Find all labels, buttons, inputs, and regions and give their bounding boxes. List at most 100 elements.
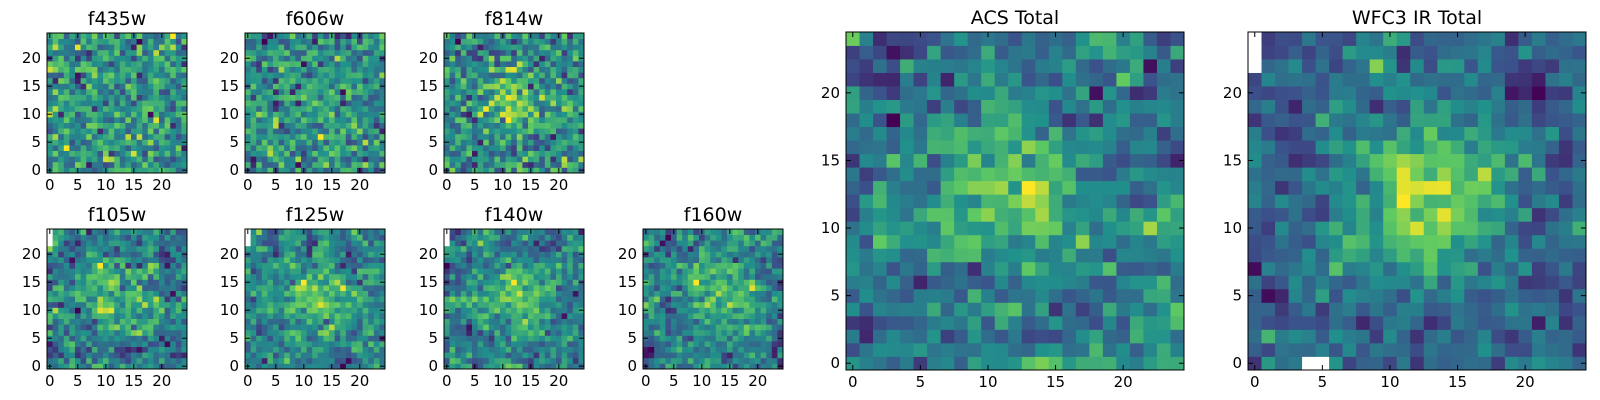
- heatmap-cell: [97, 296, 104, 303]
- heatmap-cell: [755, 273, 761, 280]
- heatmap-cell: [373, 229, 380, 235]
- heatmap-cell: [766, 234, 773, 241]
- heatmap-cell: [181, 72, 188, 79]
- x-tick-label: 20: [748, 372, 767, 390]
- heatmap-cell: [981, 356, 996, 371]
- heatmap-cell: [273, 262, 279, 269]
- heatmap-cell: [103, 279, 109, 286]
- heatmap-cell: [250, 296, 257, 303]
- heatmap-cell: [846, 315, 860, 330]
- heatmap-cell: [351, 117, 358, 123]
- heatmap-cell: [522, 55, 529, 62]
- heatmap-cell: [556, 105, 562, 112]
- heatmap-cell: [125, 285, 132, 291]
- heatmap-cell: [1089, 329, 1104, 344]
- heatmap-cell: [379, 49, 386, 56]
- heatmap-cell: [528, 352, 534, 359]
- heatmap-cell: [460, 38, 467, 45]
- heatmap-cell: [357, 268, 363, 275]
- heatmap-cell: [119, 145, 126, 151]
- heatmap-cell: [52, 245, 59, 252]
- heatmap-cell: [340, 44, 347, 51]
- heatmap-cell: [466, 72, 473, 79]
- heatmap-cell: [477, 89, 484, 95]
- panel-title: ACS Total: [971, 7, 1059, 29]
- heatmap-cell: [710, 262, 717, 269]
- heatmap-cell: [91, 346, 98, 353]
- heatmap-cell: [488, 100, 495, 107]
- heatmap-cell: [245, 352, 251, 359]
- heatmap-cell: [91, 83, 98, 90]
- heatmap-cell: [466, 61, 473, 67]
- heatmap-cell: [295, 117, 302, 123]
- heatmap-cell: [80, 128, 87, 135]
- heatmap-cell: [572, 150, 579, 157]
- heatmap-cell: [267, 307, 274, 314]
- heatmap-cell: [351, 352, 358, 359]
- heatmap-cell: [323, 329, 330, 336]
- heatmap-cell: [250, 145, 257, 151]
- heatmap-cell: [368, 245, 375, 252]
- heatmap-cell: [671, 290, 677, 297]
- heatmap-cell: [345, 318, 352, 325]
- heatmap-cell: [52, 363, 59, 370]
- heatmap-cell: [550, 234, 557, 241]
- heatmap-cell: [505, 139, 512, 146]
- heatmap-cell: [488, 318, 495, 325]
- heatmap-cell: [368, 240, 375, 247]
- heatmap-cell: [63, 49, 70, 56]
- heatmap-cell: [477, 329, 484, 336]
- heatmap-cell: [771, 240, 778, 247]
- heatmap-cell: [1008, 194, 1023, 209]
- heatmap-cell: [460, 61, 467, 67]
- heatmap-cell: [1021, 288, 1036, 303]
- heatmap-cell: [449, 268, 456, 275]
- heatmap-cell: [306, 139, 313, 146]
- heatmap-cell: [345, 357, 352, 364]
- heatmap-cell: [131, 150, 137, 157]
- heatmap-cell: [913, 275, 928, 290]
- heatmap-cell: [743, 363, 750, 370]
- heatmap-cell: [494, 229, 501, 235]
- heatmap-cell: [312, 240, 319, 247]
- heatmap-cell: [533, 128, 540, 135]
- heatmap-cell: [278, 83, 285, 90]
- heatmap-cell: [500, 55, 506, 62]
- heatmap-cell: [710, 257, 717, 263]
- heatmap-cell: [175, 268, 182, 275]
- heatmap-cell: [267, 55, 274, 62]
- heatmap-cell: [142, 313, 149, 319]
- heatmap-cell: [1156, 194, 1171, 209]
- heatmap-cell: [312, 329, 319, 336]
- heatmap-cell: [900, 315, 914, 330]
- heatmap-cell: [153, 61, 160, 67]
- heatmap-cell: [704, 324, 711, 331]
- heatmap-cell: [306, 273, 313, 280]
- heatmap-cell: [175, 346, 182, 353]
- heatmap-cell: [483, 273, 490, 280]
- heatmap-cell: [345, 72, 352, 79]
- heatmap-cell: [267, 77, 274, 84]
- heatmap-cell: [556, 83, 562, 90]
- heatmap-cell: [351, 94, 358, 101]
- heatmap-cell: [273, 72, 279, 79]
- heatmap-cell: [1075, 315, 1090, 330]
- heatmap-cell: [295, 61, 302, 67]
- heatmap-cell: [516, 44, 523, 51]
- heatmap-cell: [52, 44, 59, 51]
- heatmap-cell: [522, 357, 529, 364]
- heatmap-cell: [693, 234, 700, 241]
- heatmap-cell: [528, 105, 534, 112]
- heatmap-cell: [108, 257, 115, 263]
- heatmap-cell: [500, 290, 506, 297]
- heatmap-cell: [528, 122, 534, 129]
- heatmap-cell: [699, 279, 705, 286]
- heatmap-cell: [131, 117, 137, 123]
- heatmap-cell: [175, 61, 182, 67]
- heatmap-cell: [142, 77, 149, 84]
- heatmap-cell: [1089, 180, 1104, 195]
- heatmap-cell: [357, 139, 363, 146]
- heatmap-cell: [500, 94, 506, 101]
- heatmap-cell: [494, 105, 501, 112]
- heatmap-cell: [561, 49, 568, 56]
